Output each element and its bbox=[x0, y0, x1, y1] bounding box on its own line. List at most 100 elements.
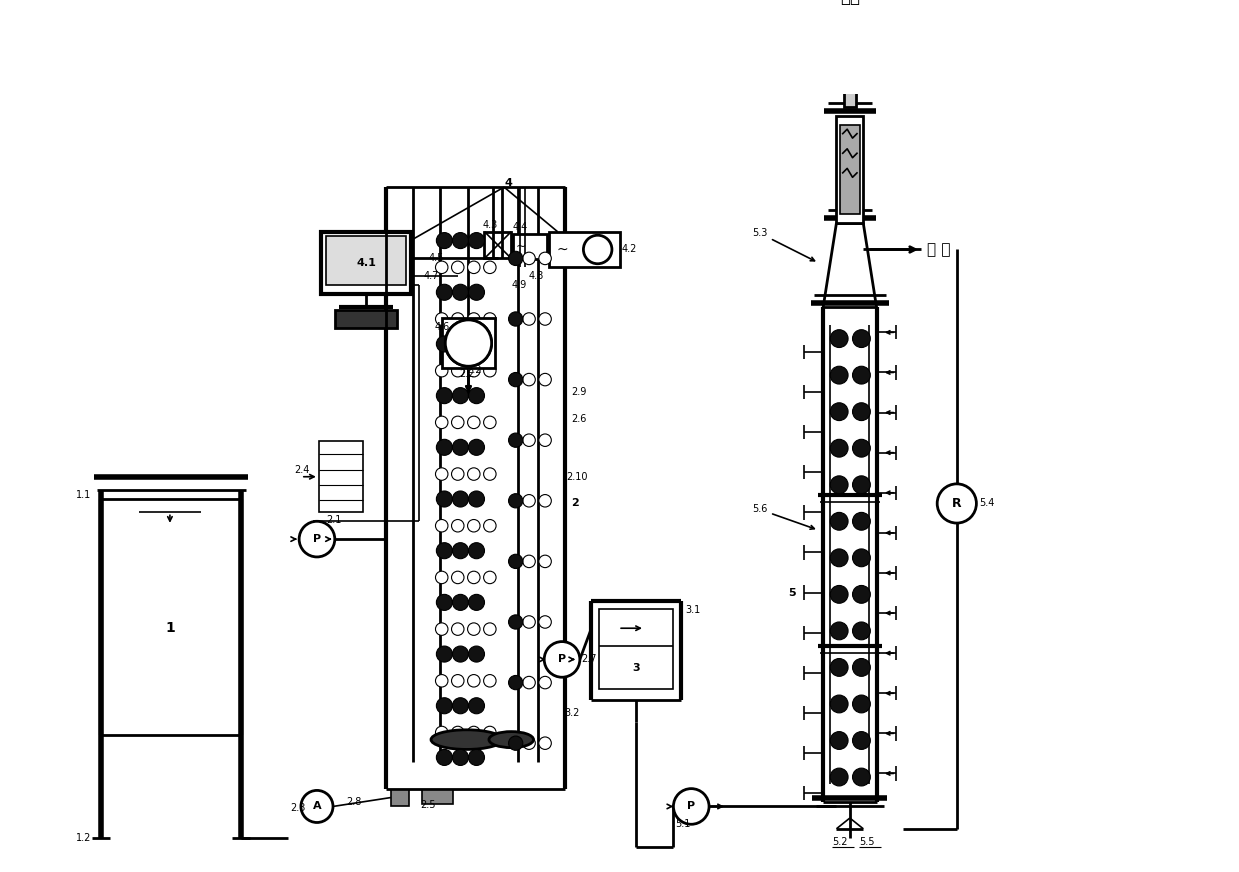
Circle shape bbox=[451, 313, 463, 325]
Circle shape bbox=[452, 491, 468, 507]
Circle shape bbox=[523, 555, 535, 568]
Text: 2.9: 2.9 bbox=[571, 387, 586, 397]
Circle shape bbox=[436, 595, 452, 610]
Circle shape bbox=[852, 439, 870, 457]
Circle shape bbox=[830, 330, 847, 348]
Circle shape bbox=[830, 622, 847, 640]
Circle shape bbox=[452, 749, 468, 766]
Circle shape bbox=[539, 434, 551, 446]
Ellipse shape bbox=[489, 732, 534, 747]
Circle shape bbox=[452, 284, 468, 300]
Circle shape bbox=[467, 467, 479, 480]
Text: 1.2: 1.2 bbox=[77, 833, 92, 842]
Circle shape bbox=[445, 320, 492, 366]
Circle shape bbox=[452, 388, 468, 404]
Circle shape bbox=[539, 252, 551, 264]
Circle shape bbox=[483, 467, 496, 480]
Circle shape bbox=[452, 233, 468, 249]
Circle shape bbox=[451, 261, 463, 274]
Circle shape bbox=[452, 698, 468, 714]
Circle shape bbox=[830, 439, 847, 457]
Bar bbox=[318, 441, 363, 513]
Text: 1: 1 bbox=[165, 621, 175, 635]
Circle shape bbox=[508, 555, 523, 569]
Circle shape bbox=[452, 595, 468, 610]
Circle shape bbox=[451, 364, 463, 377]
Text: 4.4: 4.4 bbox=[513, 222, 528, 232]
Circle shape bbox=[483, 364, 496, 377]
Bar bbox=[442, 318, 496, 368]
Circle shape bbox=[483, 675, 496, 687]
Bar bbox=[836, 116, 864, 222]
Text: 5: 5 bbox=[788, 588, 795, 597]
Circle shape bbox=[954, 495, 959, 501]
Circle shape bbox=[435, 467, 449, 480]
Circle shape bbox=[674, 788, 709, 824]
Text: ~: ~ bbox=[556, 242, 567, 256]
Text: 4.5: 4.5 bbox=[429, 254, 444, 263]
Text: 4.9: 4.9 bbox=[512, 280, 527, 290]
Text: 2.10: 2.10 bbox=[566, 472, 589, 481]
Text: 2.6: 2.6 bbox=[571, 414, 586, 424]
Circle shape bbox=[436, 542, 452, 559]
Bar bbox=[549, 232, 620, 268]
Circle shape bbox=[468, 491, 484, 507]
Text: 2.5: 2.5 bbox=[420, 800, 436, 810]
Text: 4.2: 4.2 bbox=[622, 244, 637, 255]
Text: 4.6: 4.6 bbox=[435, 322, 450, 332]
Text: 5.3: 5.3 bbox=[752, 228, 814, 261]
Circle shape bbox=[452, 439, 468, 455]
Circle shape bbox=[468, 233, 484, 249]
Circle shape bbox=[852, 658, 870, 677]
Circle shape bbox=[468, 749, 484, 766]
Text: ~: ~ bbox=[515, 241, 527, 254]
Circle shape bbox=[435, 416, 449, 429]
Circle shape bbox=[436, 284, 452, 300]
Circle shape bbox=[852, 732, 870, 749]
Circle shape bbox=[435, 261, 449, 274]
Circle shape bbox=[523, 373, 535, 385]
Circle shape bbox=[830, 768, 847, 786]
Text: P: P bbox=[558, 654, 566, 664]
Circle shape bbox=[852, 366, 870, 384]
Ellipse shape bbox=[431, 730, 502, 749]
Circle shape bbox=[508, 494, 523, 508]
Circle shape bbox=[483, 313, 496, 325]
Bar bbox=[326, 236, 406, 285]
Text: 4.8: 4.8 bbox=[529, 271, 544, 282]
Circle shape bbox=[452, 646, 468, 662]
Circle shape bbox=[467, 571, 479, 583]
Circle shape bbox=[584, 235, 612, 263]
Circle shape bbox=[852, 585, 870, 603]
Circle shape bbox=[483, 520, 496, 532]
Bar bbox=[598, 609, 674, 689]
Circle shape bbox=[508, 251, 523, 266]
Circle shape bbox=[539, 373, 551, 385]
Text: 3: 3 bbox=[632, 664, 639, 673]
Text: 3.1: 3.1 bbox=[685, 605, 700, 616]
Circle shape bbox=[539, 494, 551, 507]
Circle shape bbox=[451, 467, 463, 480]
Text: R: R bbox=[952, 497, 961, 510]
Text: 2.7: 2.7 bbox=[581, 654, 597, 664]
Text: 5.5: 5.5 bbox=[859, 837, 875, 847]
Bar bbox=[335, 310, 398, 328]
Circle shape bbox=[301, 790, 333, 822]
Circle shape bbox=[435, 726, 449, 739]
Circle shape bbox=[467, 416, 479, 429]
Circle shape bbox=[508, 372, 523, 386]
Circle shape bbox=[508, 676, 523, 690]
Text: 3.2: 3.2 bbox=[565, 708, 580, 718]
Circle shape bbox=[451, 675, 463, 687]
Bar bbox=[844, 49, 856, 107]
Circle shape bbox=[467, 520, 479, 532]
Text: 1.1: 1.1 bbox=[77, 489, 92, 500]
Circle shape bbox=[435, 364, 449, 377]
Text: 2.3: 2.3 bbox=[290, 803, 306, 814]
Text: 4: 4 bbox=[504, 178, 513, 187]
Circle shape bbox=[508, 312, 523, 326]
Text: 2.2: 2.2 bbox=[458, 369, 475, 379]
Circle shape bbox=[830, 658, 847, 677]
Circle shape bbox=[508, 433, 523, 447]
Circle shape bbox=[937, 484, 976, 523]
